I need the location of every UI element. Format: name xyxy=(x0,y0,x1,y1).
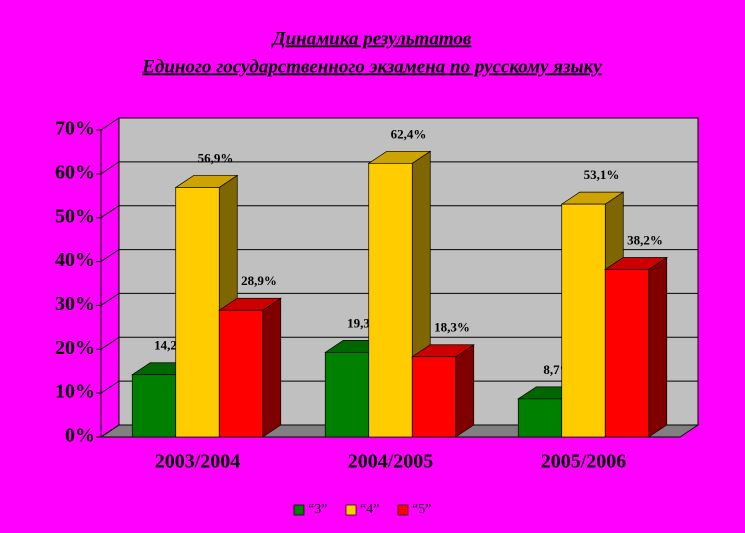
x-tick-label: 2005/2006 xyxy=(541,451,627,473)
y-tick-label: 40% xyxy=(55,249,95,271)
grid-line xyxy=(100,380,120,394)
grid-line xyxy=(100,117,120,131)
x-tick-label: 2004/2005 xyxy=(348,451,434,473)
grid-line xyxy=(100,205,120,219)
y-tick-label: 60% xyxy=(55,161,95,183)
bar xyxy=(604,269,650,438)
grid-line xyxy=(100,424,120,438)
y-tick-label: 10% xyxy=(55,381,95,403)
y-tick-label: 0% xyxy=(65,425,95,447)
y-tick-label: 50% xyxy=(55,205,95,227)
bar xyxy=(368,162,413,438)
y-tick-label: 30% xyxy=(55,293,95,315)
legend-label: “5” xyxy=(412,502,431,517)
bar xyxy=(218,309,264,438)
grid-line xyxy=(100,336,120,350)
x-tick-label: 2003/2004 xyxy=(155,451,241,473)
y-tick-label: 70% xyxy=(55,118,95,140)
y-tick-label: 20% xyxy=(55,337,95,359)
value-label: 18,3% xyxy=(434,320,470,335)
bar-side xyxy=(262,297,282,438)
grid-line xyxy=(100,161,120,175)
bar xyxy=(175,187,220,438)
grid-line xyxy=(100,293,120,306)
bar-side xyxy=(648,256,668,438)
value-label: 56,9% xyxy=(198,150,234,165)
legend-swatch xyxy=(397,504,409,516)
chart-title: Единого государственного экзамена по рус… xyxy=(141,56,602,77)
bar xyxy=(411,356,457,438)
value-label: 53,1% xyxy=(584,167,620,182)
bar xyxy=(517,398,563,438)
legend-label: “4” xyxy=(360,502,379,517)
bar xyxy=(324,352,370,438)
chart-title: Динамика результатов xyxy=(271,28,472,49)
legend-swatch xyxy=(293,504,305,516)
value-label: 62,4% xyxy=(391,126,427,141)
value-label: 28,9% xyxy=(241,273,277,288)
legend-label: “3” xyxy=(308,502,327,517)
legend-swatch xyxy=(345,504,357,516)
value-label: 38,2% xyxy=(627,232,663,247)
bar xyxy=(561,203,606,438)
bar-side xyxy=(455,344,475,438)
grid-line xyxy=(100,249,120,262)
bar xyxy=(131,374,177,438)
